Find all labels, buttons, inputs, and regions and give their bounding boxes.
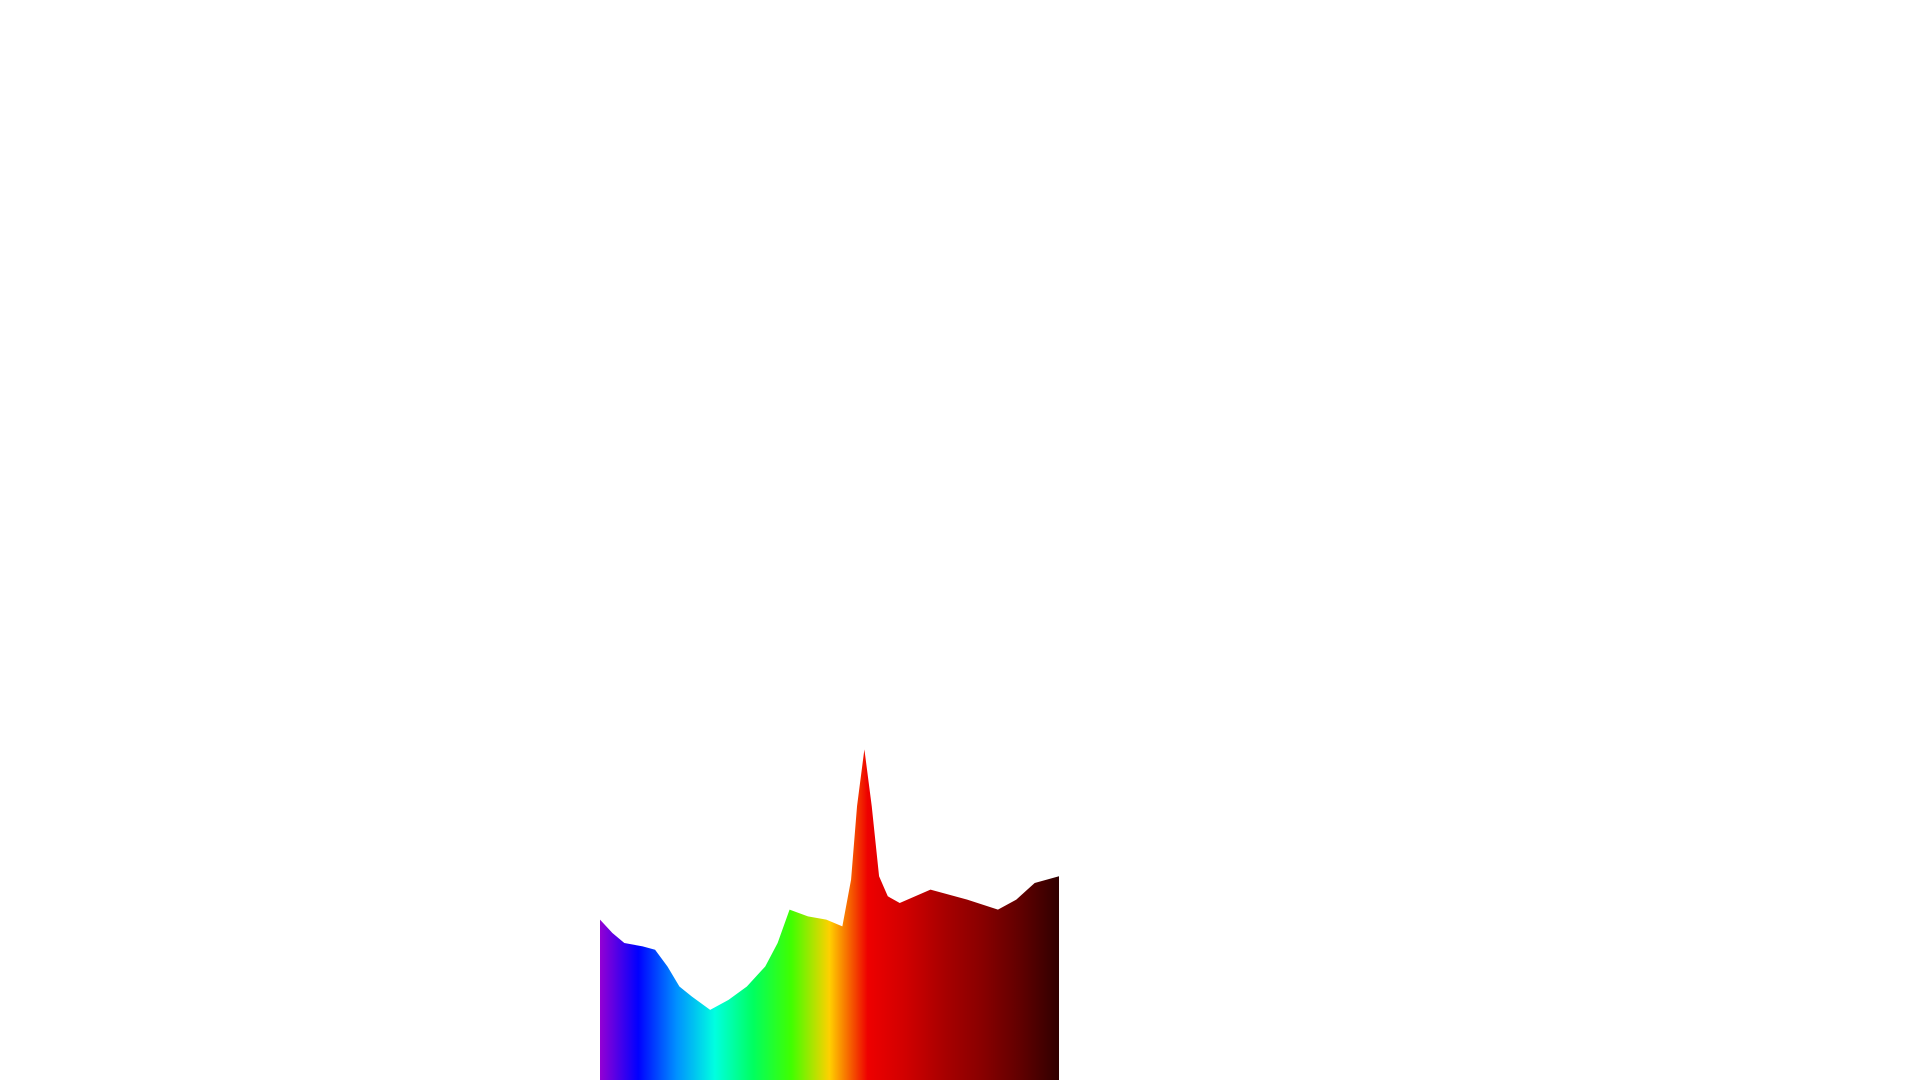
- spectrum-area: [600, 749, 1059, 1080]
